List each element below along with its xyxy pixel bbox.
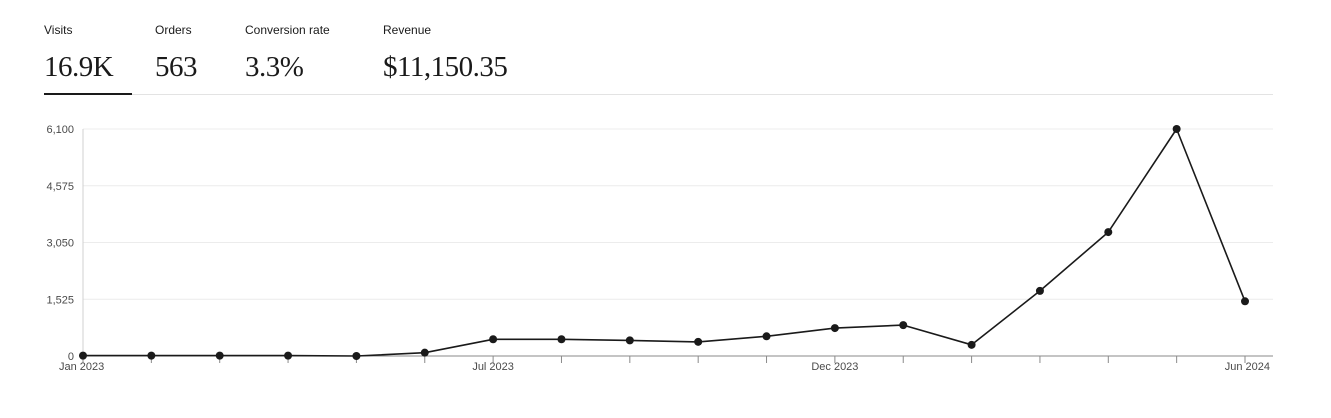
y-tick-label: 1,525 [46, 294, 74, 306]
x-tick-label: Jan 2023 [59, 361, 104, 373]
data-point [215, 351, 224, 360]
y-tick-label: 0 [68, 351, 74, 363]
data-point [899, 321, 908, 330]
data-point [694, 337, 703, 346]
chart-axis [82, 129, 1273, 363]
data-point [967, 340, 976, 349]
data-point [489, 335, 498, 344]
series-line [83, 128, 1246, 357]
x-tick-label: Dec 2023 [811, 361, 858, 373]
visits-line-chart: 0 1,525 3,050 4,575 6,100 Jan 2023 Jul 2023 De… [46, 124, 1273, 373]
data-point [1104, 228, 1113, 237]
y-tick-label: 3,050 [46, 238, 74, 250]
metric-label: Visits [44, 23, 73, 37]
data-point [147, 351, 156, 360]
data-point [830, 324, 839, 333]
data-point [1035, 286, 1044, 295]
chart-grid [83, 128, 1273, 300]
data-point [1241, 297, 1249, 306]
data-point [79, 351, 87, 360]
data-point [762, 332, 771, 341]
metric-tab-revenue[interactable]: Revenue $11,150.35 [383, 22, 523, 94]
metric-value: 16.9K [44, 51, 114, 83]
data-point [557, 335, 566, 344]
y-axis-ticks: 0 1,525 3,050 4,575 6,100 [46, 124, 74, 363]
metric-label: Conversion rate [245, 23, 330, 37]
metric-value: $11,150.35 [383, 51, 508, 83]
x-tick-label: Jul 2023 [472, 361, 514, 373]
metric-label: Revenue [383, 23, 432, 37]
data-point [284, 351, 293, 360]
x-axis-ticks: Jan 2023 Jul 2023 Dec 2023 Jun 2024 [59, 361, 1270, 373]
metric-tab-conversion-rate[interactable]: Conversion rate 3.3% [245, 22, 355, 94]
y-tick-label: 6,100 [46, 124, 74, 136]
x-tick-label: Jun 2024 [1225, 361, 1270, 373]
data-point [625, 336, 634, 345]
series-points-layer [79, 125, 1249, 360]
data-point [420, 348, 429, 357]
y-tick-label: 4,575 [46, 181, 74, 193]
metric-tab-visits[interactable]: Visits 16.9K [44, 22, 132, 95]
data-point [1172, 125, 1181, 133]
metric-label: Orders [155, 23, 192, 37]
metric-value: 563 [155, 51, 198, 83]
metric-tab-orders[interactable]: Orders 563 [155, 22, 215, 94]
data-point [352, 352, 361, 360]
series-line-layer [83, 128, 1246, 357]
metrics-bar: Visits 16.9K Orders 563 Conversion rate … [44, 22, 1273, 95]
metric-value: 3.3% [245, 51, 304, 83]
